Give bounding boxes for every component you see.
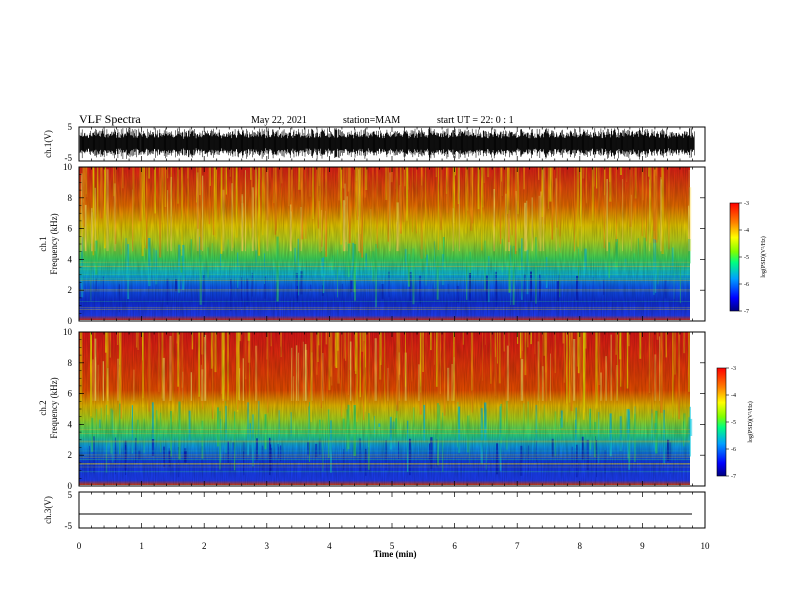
y-tick-label: 2 bbox=[68, 285, 73, 295]
ch1-frequency-label: Frequency (kHz) bbox=[49, 213, 59, 274]
spectrogram-streak bbox=[690, 418, 693, 436]
ch1-ylabel: ch.1(V) bbox=[43, 130, 53, 158]
x-axis-label: Time (min) bbox=[373, 549, 416, 559]
ch2-channel-label: ch.2 bbox=[38, 400, 48, 415]
ch2-colorbar-label: log(PSD)(V²/Hz) bbox=[747, 401, 754, 442]
date-label: May 22, 2021 bbox=[251, 115, 307, 126]
colorbar-tick-label: -4 bbox=[731, 393, 736, 399]
spectrogram-streak bbox=[689, 406, 691, 457]
y-tick-label: 10 bbox=[63, 327, 73, 337]
ch2-colorbar: -3 -4 -5 -6 -7 log(PSD)(V²/Hz) bbox=[716, 366, 754, 480]
ch3-waveform-panel: 5 -5 ch.3(V) bbox=[43, 490, 706, 531]
ch1-ytick-bottom: -5 bbox=[65, 153, 73, 163]
x-tick-label: 9 bbox=[640, 541, 645, 551]
y-tick-label: 4 bbox=[68, 419, 73, 429]
ch2-frequency-label: Frequency (kHz) bbox=[49, 377, 59, 438]
colorbar-tick-label: -3 bbox=[744, 201, 749, 207]
ch1-ytick-top: 5 bbox=[68, 122, 73, 132]
x-tick-label: 2 bbox=[202, 541, 207, 551]
ch1-waveform-line bbox=[79, 128, 695, 160]
x-tick-label: 10 bbox=[701, 541, 711, 551]
start-time-label: start UT = 22: 0 : 1 bbox=[437, 115, 514, 126]
ch2-spectrogram-yticks: 0 2 4 6 8 10 bbox=[63, 327, 705, 491]
colorbar-tick-label: -5 bbox=[731, 420, 736, 426]
ch3-ytick-bottom: -5 bbox=[65, 521, 73, 531]
y-tick-label: 2 bbox=[68, 450, 73, 460]
station-label: station=MAM bbox=[343, 115, 400, 126]
colorbar-tick-label: -4 bbox=[744, 228, 749, 234]
x-tick-label: 8 bbox=[578, 541, 583, 551]
y-tick-label: 0 bbox=[68, 481, 73, 491]
y-tick-label: 10 bbox=[63, 162, 73, 172]
y-tick-label: 4 bbox=[68, 254, 73, 264]
colorbar-tick-label: -6 bbox=[744, 282, 749, 288]
ch2-colorbar-ramp bbox=[716, 367, 727, 477]
ch3-ylabel: ch.3(V) bbox=[43, 496, 53, 524]
ch1-colorbar: -3 -4 -5 -6 -7 log(PSD)(V²/Hz) bbox=[729, 201, 767, 315]
x-tick-label: 3 bbox=[265, 541, 270, 551]
x-tick-marks bbox=[78, 127, 706, 528]
x-tick-label: 1 bbox=[139, 541, 144, 551]
figure-title: VLF Spectra bbox=[79, 112, 141, 126]
ch1-spectrogram-yticks: 0 2 4 6 8 10 bbox=[63, 162, 705, 326]
x-tick-label: 4 bbox=[327, 541, 332, 551]
ch2-colorbar-ticks: -3 -4 -5 -6 -7 bbox=[726, 366, 736, 480]
ch2-spectrogram-panel: 0 2 4 6 8 10 ch.2 Frequency (kHz) bbox=[38, 327, 706, 491]
colorbar-tick-label: -6 bbox=[731, 447, 736, 453]
spectrogram-streak bbox=[689, 187, 692, 252]
colorbar-tick-label: -5 bbox=[744, 255, 749, 261]
colorbar-tick-label: -7 bbox=[744, 309, 749, 315]
ch1-waveform-panel: 5 -5 ch.1(V) bbox=[43, 122, 706, 163]
y-tick-label: 6 bbox=[68, 224, 73, 234]
colorbar-tick-label: -7 bbox=[731, 474, 736, 480]
ch1-colorbar-label: log(PSD)(V²/Hz) bbox=[760, 236, 767, 277]
y-tick-label: 8 bbox=[68, 193, 73, 203]
x-tick-label: 0 bbox=[77, 541, 82, 551]
x-tick-label: 7 bbox=[515, 541, 520, 551]
y-tick-label: 6 bbox=[68, 389, 73, 399]
ch1-channel-label: ch.1 bbox=[38, 236, 48, 251]
x-tick-label: 5 bbox=[390, 541, 395, 551]
colorbar-tick-label: -3 bbox=[731, 366, 736, 372]
x-tick-label: 6 bbox=[452, 541, 457, 551]
ch1-waveform-trace bbox=[79, 128, 695, 160]
y-tick-label: 0 bbox=[68, 316, 73, 326]
ch1-spectrogram-panel: 0 2 4 6 8 10 ch.1 Frequency (kHz) bbox=[38, 162, 706, 326]
ch3-ytick-top: 5 bbox=[68, 490, 73, 500]
ch1-colorbar-ramp bbox=[729, 202, 740, 312]
x-tick-labels: 0 1 2 3 4 5 6 7 8 9 10 bbox=[77, 541, 710, 551]
y-tick-label: 8 bbox=[68, 358, 73, 368]
ch1-colorbar-ticks: -3 -4 -5 -6 -7 bbox=[739, 201, 749, 315]
